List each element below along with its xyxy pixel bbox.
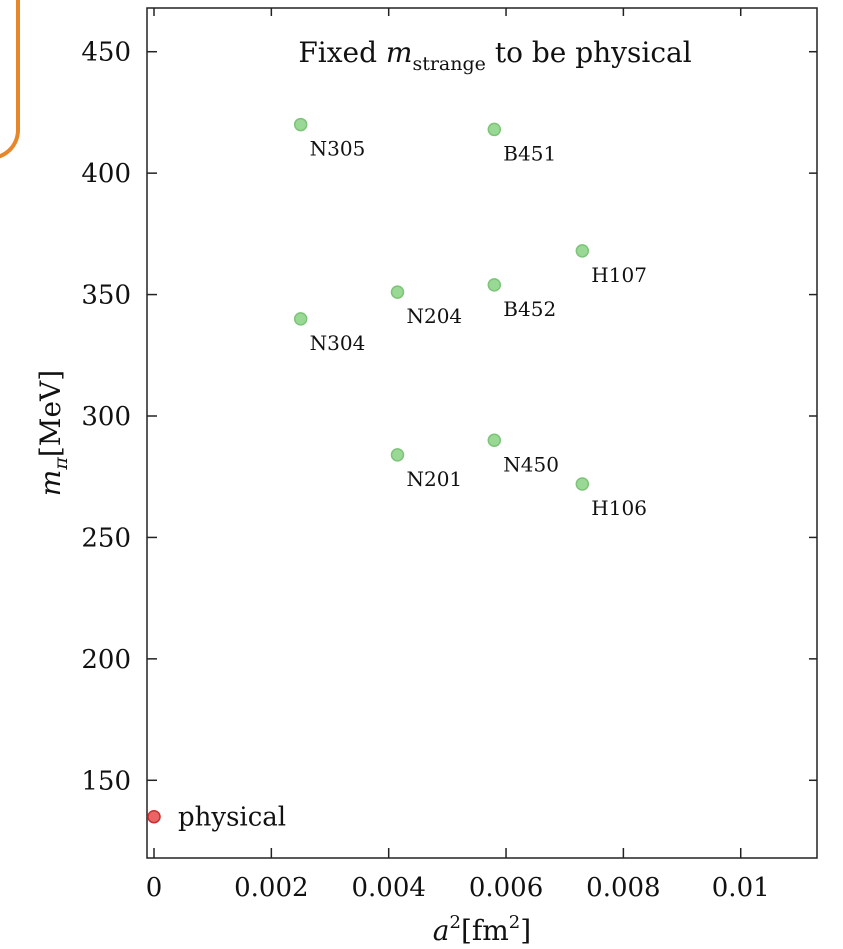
point-label: physical xyxy=(178,803,286,833)
data-point xyxy=(147,809,161,824)
x-label-sup: 2 xyxy=(450,912,461,933)
y-tick-label: 250 xyxy=(81,523,131,553)
y-tick-label: 200 xyxy=(81,645,131,675)
chart-title: Fixed mstrange to be physical xyxy=(298,36,691,75)
point-label: H106 xyxy=(591,496,647,520)
data-point xyxy=(487,433,502,448)
data-point xyxy=(390,285,405,299)
y-label-base: m xyxy=(34,470,67,497)
point-label: H107 xyxy=(591,263,647,287)
data-point xyxy=(575,477,590,491)
x-tick-label: 0.01 xyxy=(712,873,770,903)
y-tick-label: 400 xyxy=(81,159,131,189)
data-point xyxy=(575,244,590,258)
point-label: N304 xyxy=(310,331,366,355)
y-tick-label: 300 xyxy=(81,402,131,432)
x-label-unit-open: [fm xyxy=(461,914,509,947)
y-tick-label: 150 xyxy=(81,766,131,796)
x-tick-label: 0.008 xyxy=(586,873,660,903)
y-label-unit: [MeV] xyxy=(34,370,67,457)
y-label-sub: π xyxy=(50,457,72,471)
x-tick-label: 0.006 xyxy=(469,873,543,903)
y-tick-label: 450 xyxy=(81,38,131,68)
x-label-unit-sup: 2 xyxy=(509,912,520,933)
point-label: N201 xyxy=(406,467,462,491)
title-pre: Fixed xyxy=(298,36,386,69)
x-label-base: a xyxy=(433,914,450,947)
data-point xyxy=(293,117,308,132)
y-tick-label: 350 xyxy=(81,281,131,311)
x-label-unit-close: ] xyxy=(520,914,531,947)
point-label: N204 xyxy=(406,304,462,328)
data-point xyxy=(293,312,308,326)
data-point xyxy=(390,448,405,462)
data-points: N305 B451 H107 N204 B452 N304 N201 N450 H106 phys… xyxy=(147,117,647,833)
x-axis-ticks: 0 0.002 0.004 0.006 0.008 0.01 xyxy=(146,8,770,903)
point-label: B452 xyxy=(503,297,556,321)
y-axis-label: mπ[MeV] xyxy=(34,370,72,496)
data-point xyxy=(487,122,502,137)
plot-frame xyxy=(146,7,818,859)
point-label: B451 xyxy=(503,141,556,165)
point-label: N305 xyxy=(310,137,366,161)
title-math: m xyxy=(386,36,413,69)
point-label: N450 xyxy=(503,452,559,476)
x-axis-label: a2[fm2] xyxy=(433,912,531,947)
y-axis-ticks: 150 200 250 300 350 400 450 xyxy=(81,38,817,796)
x-tick-label: 0.004 xyxy=(351,873,425,903)
title-sub: strange xyxy=(412,53,485,75)
title-post: to be physical xyxy=(486,36,692,69)
data-point xyxy=(487,278,502,292)
x-tick-label: 0.002 xyxy=(234,873,308,903)
x-tick-label: 0 xyxy=(146,873,163,903)
